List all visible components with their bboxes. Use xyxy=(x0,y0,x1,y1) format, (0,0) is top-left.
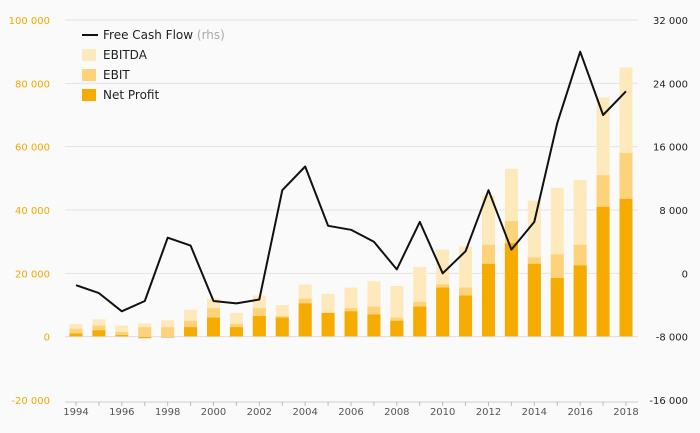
legend-series-name: Free Cash Flow xyxy=(103,28,193,42)
bar-net-profit xyxy=(413,306,427,337)
bar-net-profit xyxy=(573,265,587,337)
bar-net-profit xyxy=(390,320,404,337)
y-right-tick-label: -8 000 xyxy=(656,333,688,344)
x-tick-label: 2014 xyxy=(522,407,547,418)
bar-net-profit xyxy=(298,303,312,337)
legend-label-free-cash-flow: Free Cash Flow (rhs) xyxy=(103,28,225,42)
legend-label-ebitda: EBITDA xyxy=(103,48,148,62)
y-right-tick-label: 8 000 xyxy=(659,206,688,217)
x-tick-label: 2000 xyxy=(201,407,226,418)
x-tick-label: 1994 xyxy=(63,407,88,418)
bar-net-profit xyxy=(207,317,220,337)
x-tick-label: 2002 xyxy=(247,407,272,418)
bars xyxy=(65,67,638,339)
legend-swatch-ebit xyxy=(82,69,96,81)
bar-net-profit xyxy=(550,278,564,337)
bar-net-profit xyxy=(619,198,633,337)
y-right-tick-label: 16 000 xyxy=(653,143,688,154)
fcf-line-layer xyxy=(75,50,627,313)
bar-ebit xyxy=(138,327,152,337)
y-left-tick-label: 80 000 xyxy=(15,79,50,90)
bar-net-profit xyxy=(229,327,243,337)
bar-net-profit xyxy=(321,312,335,337)
line-free-cash-flow xyxy=(75,50,627,313)
y-left-tick-label: -20 000 xyxy=(11,396,50,407)
bar-net-profit xyxy=(69,333,83,337)
legend-series-suffix: (rhs) xyxy=(197,28,225,42)
bar-net-profit xyxy=(115,335,129,337)
legend-label-ebit: EBIT xyxy=(103,68,130,82)
bar-net-profit xyxy=(344,311,358,337)
y-right-tick-label: 24 000 xyxy=(653,79,688,90)
bar-ebit xyxy=(69,328,83,337)
bar-net-profit xyxy=(138,336,152,339)
x-tick-label: 2008 xyxy=(384,407,409,418)
legend-swatch-net-profit xyxy=(82,89,96,101)
bar-net-profit xyxy=(252,316,266,337)
x-tick-label: 2006 xyxy=(338,407,363,418)
x-axis xyxy=(65,401,638,406)
legend-label-net-profit: Net Profit xyxy=(103,88,159,102)
legend: Free Cash Flow (rhs) EBITDA EBIT Net Pro… xyxy=(82,28,225,102)
y-left-tick-label: 20 000 xyxy=(15,269,50,280)
y-right-tick-label: -16 000 xyxy=(649,396,688,407)
y-left-tick-label: 100 000 xyxy=(9,16,50,27)
bar-net-profit xyxy=(184,327,198,337)
bar-net-profit xyxy=(504,243,518,337)
bar-net-profit xyxy=(275,317,289,337)
y-left-tick-label: 40 000 xyxy=(15,206,50,217)
tick-labels: -20 000 0 20 000 40 000 60 000 80 000 100 000 -… xyxy=(9,16,688,418)
y-right-tick-label: 32 000 xyxy=(653,16,688,27)
bar-net-profit xyxy=(527,263,541,337)
bar-ebitda xyxy=(115,325,129,337)
bar-net-profit xyxy=(367,314,381,337)
x-tick-label: 2016 xyxy=(567,407,592,418)
y-left-tick-label: 60 000 xyxy=(15,143,50,154)
legend-swatch-ebitda xyxy=(82,49,96,61)
bar-net-profit xyxy=(596,206,610,337)
x-tick-label: 2004 xyxy=(292,407,317,418)
y-left-tick-label: 0 xyxy=(44,333,50,344)
x-tick-label: 2018 xyxy=(613,407,638,418)
x-tick-label: 2012 xyxy=(476,407,501,418)
x-tick-label: 1998 xyxy=(155,407,180,418)
bar-net-profit xyxy=(482,263,495,337)
x-tick-label: 2010 xyxy=(430,407,455,418)
bar-ebit xyxy=(161,327,175,337)
bar-net-profit xyxy=(459,295,473,337)
y-right-tick-label: 0 xyxy=(682,269,688,280)
bar-net-profit xyxy=(436,287,450,337)
x-tick-label: 1996 xyxy=(109,407,134,418)
bar-ebit xyxy=(115,331,129,337)
bar-net-profit xyxy=(92,330,106,337)
